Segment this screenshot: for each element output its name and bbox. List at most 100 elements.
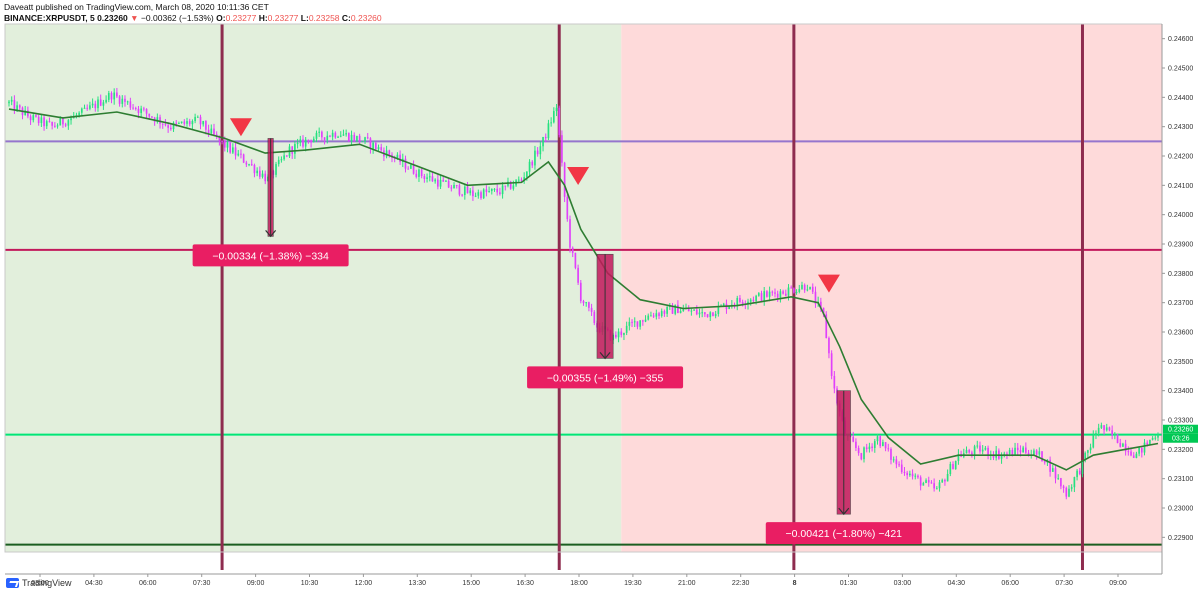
candle[interactable] xyxy=(693,309,695,311)
candle[interactable] xyxy=(477,192,480,196)
candle[interactable] xyxy=(294,144,296,154)
candle[interactable] xyxy=(285,155,288,157)
candle[interactable] xyxy=(472,190,474,197)
candle[interactable] xyxy=(461,194,463,196)
candle[interactable] xyxy=(593,311,596,324)
candle[interactable] xyxy=(922,482,925,486)
candle[interactable] xyxy=(121,98,124,104)
candle[interactable] xyxy=(1111,430,1113,436)
candle[interactable] xyxy=(714,313,717,317)
candle[interactable] xyxy=(965,450,968,454)
candle[interactable] xyxy=(701,312,704,314)
candle[interactable] xyxy=(234,147,237,156)
candle[interactable] xyxy=(585,302,588,304)
candle[interactable] xyxy=(873,441,876,448)
candle[interactable] xyxy=(258,170,261,177)
candle[interactable] xyxy=(145,108,148,114)
candle[interactable] xyxy=(1049,459,1051,472)
candle[interactable] xyxy=(275,164,277,175)
candle[interactable] xyxy=(18,105,21,108)
candle[interactable] xyxy=(1124,443,1127,452)
candle[interactable] xyxy=(779,291,782,298)
candle[interactable] xyxy=(350,134,353,142)
candle[interactable] xyxy=(709,312,712,318)
candle[interactable] xyxy=(482,189,485,199)
candle[interactable] xyxy=(1065,487,1068,497)
candle[interactable] xyxy=(523,177,526,181)
last-price-tag[interactable] xyxy=(1163,424,1198,434)
candle[interactable] xyxy=(1014,447,1016,456)
candle[interactable] xyxy=(35,115,37,117)
candle[interactable] xyxy=(469,190,472,194)
candle[interactable] xyxy=(1073,477,1076,488)
candle[interactable] xyxy=(526,171,528,178)
candle[interactable] xyxy=(590,307,593,312)
candle[interactable] xyxy=(353,134,356,141)
candle[interactable] xyxy=(1043,461,1046,463)
candle[interactable] xyxy=(739,297,741,302)
candle[interactable] xyxy=(949,464,952,475)
candle[interactable] xyxy=(809,286,811,290)
candle[interactable] xyxy=(180,121,183,124)
candle[interactable] xyxy=(876,436,879,442)
candle[interactable] xyxy=(232,147,234,153)
candle[interactable] xyxy=(784,293,787,296)
candle[interactable] xyxy=(24,110,27,116)
candle[interactable] xyxy=(679,310,682,314)
candle[interactable] xyxy=(588,302,590,308)
candle[interactable] xyxy=(644,319,647,322)
candle[interactable] xyxy=(636,321,639,327)
candle[interactable] xyxy=(954,460,957,470)
candle[interactable] xyxy=(968,450,971,453)
candle[interactable] xyxy=(555,107,558,112)
candle[interactable] xyxy=(1127,451,1130,453)
candle[interactable] xyxy=(463,186,466,196)
candle[interactable] xyxy=(1157,434,1159,438)
candle[interactable] xyxy=(348,133,350,142)
candle[interactable] xyxy=(45,121,48,127)
candle[interactable] xyxy=(860,453,863,460)
candle[interactable] xyxy=(455,185,458,187)
candle[interactable] xyxy=(814,291,817,304)
candle[interactable] xyxy=(186,121,188,124)
candle[interactable] xyxy=(124,98,126,102)
candle[interactable] xyxy=(704,312,706,315)
candle[interactable] xyxy=(984,447,987,450)
candle[interactable] xyxy=(1122,443,1124,447)
candle[interactable] xyxy=(70,118,72,121)
candle[interactable] xyxy=(447,180,450,188)
candle[interactable] xyxy=(992,454,995,458)
candle[interactable] xyxy=(67,120,70,126)
candle[interactable] xyxy=(1119,443,1122,447)
candle[interactable] xyxy=(369,138,372,149)
candle[interactable] xyxy=(890,448,892,460)
candle[interactable] xyxy=(426,177,428,179)
candle[interactable] xyxy=(318,131,321,133)
candle[interactable] xyxy=(1130,451,1132,456)
candle[interactable] xyxy=(639,320,641,327)
candle[interactable] xyxy=(248,164,250,166)
candle[interactable] xyxy=(579,282,582,302)
candle[interactable] xyxy=(116,92,118,97)
candle[interactable] xyxy=(40,117,43,124)
candle[interactable] xyxy=(655,313,658,317)
candle[interactable] xyxy=(793,288,795,293)
candle[interactable] xyxy=(148,113,151,117)
candle[interactable] xyxy=(1062,486,1065,488)
candle[interactable] xyxy=(8,101,10,104)
candle[interactable] xyxy=(321,131,323,138)
candle[interactable] xyxy=(752,299,755,301)
candle[interactable] xyxy=(280,159,283,161)
candle[interactable] xyxy=(480,192,482,199)
candle[interactable] xyxy=(652,315,655,317)
candle[interactable] xyxy=(453,185,455,189)
candle[interactable] xyxy=(571,247,574,253)
candle[interactable] xyxy=(687,308,690,312)
candle[interactable] xyxy=(1140,447,1143,453)
candle[interactable] xyxy=(1087,450,1089,453)
candle[interactable] xyxy=(331,132,334,137)
candle[interactable] xyxy=(625,325,628,333)
candle[interactable] xyxy=(757,293,760,296)
candle[interactable] xyxy=(62,118,64,125)
candle[interactable] xyxy=(304,139,307,147)
